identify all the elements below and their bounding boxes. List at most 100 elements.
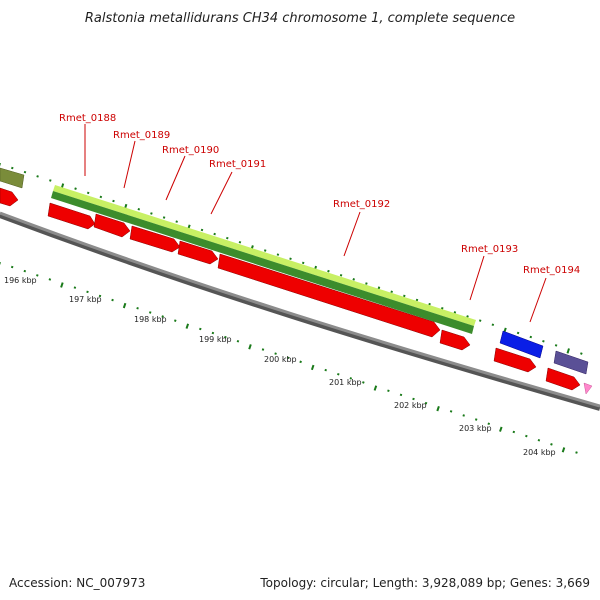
tick-mark	[580, 352, 583, 355]
scale-label: 198 kbp	[134, 315, 167, 324]
tick-mark	[137, 207, 141, 211]
tick-mark	[23, 269, 27, 273]
backbone	[0, 211, 600, 411]
tick-mark	[48, 278, 52, 281]
cds-arrow	[177, 240, 219, 265]
tick-mark	[60, 282, 64, 288]
tick-mark	[327, 269, 330, 273]
tick-mark	[236, 339, 240, 343]
outer-tick-ring	[0, 163, 583, 355]
scale-label: 204 kbp	[523, 448, 556, 457]
tick-mark	[487, 422, 491, 426]
scale-label: 197 kbp	[69, 295, 102, 304]
tick-mark	[11, 166, 14, 170]
cds-arrow	[47, 202, 96, 230]
slate-feature	[553, 350, 589, 375]
tick-mark	[299, 360, 302, 364]
tick-mark	[199, 327, 202, 331]
tick-mark	[362, 381, 365, 384]
topology-text: Topology: circular; Length: 3,928,089 bp…	[259, 576, 590, 590]
gene-leader-line	[165, 155, 186, 201]
tick-mark	[390, 290, 393, 294]
tick-mark	[387, 389, 390, 393]
tick-mark	[474, 418, 478, 421]
tick-mark	[112, 199, 115, 203]
tick-mark	[529, 335, 533, 339]
gene-leader-line	[210, 171, 233, 215]
tick-mark	[424, 401, 428, 405]
gene-leader-line	[343, 211, 361, 257]
tick-mark	[150, 212, 153, 215]
scale-label: 199 kbp	[199, 335, 232, 344]
cds-arrow	[545, 367, 581, 391]
tick-mark	[561, 447, 566, 453]
cds-arrow	[217, 253, 441, 338]
tick-mark	[478, 319, 482, 322]
tick-mark	[274, 352, 277, 355]
tick-mark	[224, 335, 227, 339]
tick-mark	[122, 302, 127, 309]
tick-mark	[248, 344, 252, 350]
tick-mark	[162, 216, 166, 219]
tick-mark	[175, 220, 178, 223]
tick-mark	[462, 414, 465, 417]
tick-mark	[161, 315, 164, 318]
gene-label: Rmet_0191	[209, 159, 266, 170]
tick-mark	[36, 274, 39, 277]
green-feature-bar	[51, 191, 474, 334]
gene-label: Rmet_0188	[59, 113, 116, 124]
tick-mark	[352, 278, 356, 281]
tick-mark	[324, 368, 327, 372]
tick-mark	[86, 290, 89, 294]
tick-mark	[289, 257, 292, 261]
tick-mark	[238, 240, 242, 244]
tick-mark	[516, 331, 520, 335]
blue-feature	[499, 330, 544, 359]
gene-labels: Rmet_0188 Rmet_0189 Rmet_0190 Rmet_0191 …	[59, 113, 580, 323]
tick-mark	[148, 311, 152, 314]
cds-arrow	[129, 225, 181, 253]
tick-mark	[99, 195, 103, 199]
scale-label: 202 kbp	[394, 401, 427, 410]
tick-mark	[399, 393, 403, 397]
map-title: Ralstonia metallidurans CH34 chromosome …	[85, 11, 515, 26]
tick-mark	[74, 187, 77, 190]
tick-mark	[261, 348, 265, 351]
gene-leader-line	[123, 140, 136, 189]
backbone-shadow	[0, 212, 600, 411]
tick-mark	[436, 405, 440, 412]
tick-mark	[49, 179, 52, 182]
gene-label: Rmet_0192	[333, 199, 390, 210]
tick-mark	[525, 434, 528, 438]
tick-mark	[98, 294, 102, 298]
tick-mark	[286, 356, 290, 360]
tick-mark	[310, 364, 315, 371]
tick-mark	[73, 286, 77, 289]
tick-mark	[185, 323, 190, 329]
cds-arrow	[0, 187, 19, 207]
tick-mark	[211, 331, 215, 335]
lime-feature-bar	[53, 185, 476, 326]
cds-track	[0, 187, 593, 395]
tick-mark	[499, 426, 503, 432]
tick-mark	[226, 236, 229, 240]
gene-label: Rmet_0194	[523, 265, 580, 276]
scale-label: 203 kbp	[459, 424, 492, 433]
cds-arrow	[439, 329, 471, 351]
tick-mark	[373, 385, 378, 391]
tick-mark	[136, 306, 139, 310]
tick-mark	[428, 302, 431, 306]
tick-mark	[415, 298, 419, 302]
tick-mark	[339, 273, 343, 277]
tick-mark	[512, 430, 516, 434]
scale-label: 201 kbp	[329, 378, 362, 387]
tick-mark	[365, 282, 368, 285]
cds-arrow	[493, 347, 537, 373]
feature-track	[0, 167, 589, 375]
scale-label: 200 kbp	[264, 355, 297, 364]
gene-leader-line	[529, 277, 547, 323]
accession-text: Accession: NC_007973	[9, 576, 145, 590]
tick-mark	[10, 265, 14, 269]
tick-mark	[550, 443, 553, 446]
tick-mark	[86, 191, 90, 195]
